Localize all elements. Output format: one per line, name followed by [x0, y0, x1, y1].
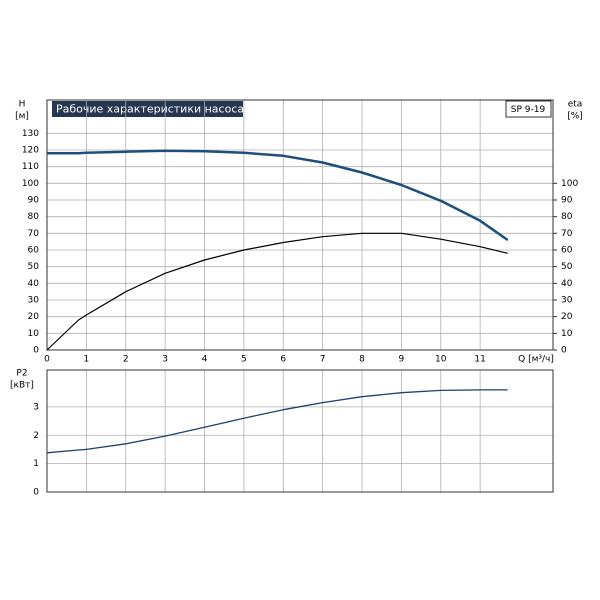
x-tick-label: 4: [202, 355, 208, 365]
x-tick-label: 5: [241, 355, 247, 365]
y-tick-label: 90: [28, 196, 40, 206]
y2-tick-label: 20: [561, 312, 573, 322]
y-tick-label: 110: [22, 162, 39, 172]
x-tick-label: 10: [435, 355, 447, 365]
y-label: H: [19, 100, 26, 110]
y2-tick-label: 100: [561, 179, 578, 189]
x-tick-label: 0: [44, 355, 50, 365]
plot-frame: [46, 99, 554, 351]
y-tick-label: 20: [28, 312, 40, 322]
series-line: [46, 232, 508, 351]
series-line: [46, 389, 508, 454]
x-tick-label: 11: [474, 355, 485, 365]
x-tick-label: 8: [359, 355, 365, 365]
y-tick-label: 40: [28, 279, 40, 289]
y-tick-label: 80: [28, 212, 40, 222]
y-tick-label: 60: [28, 246, 40, 256]
y-tick-label: 120: [22, 146, 39, 156]
y2-tick-label: 40: [561, 279, 573, 289]
y-unit: [кВт]: [10, 381, 34, 391]
x-label: Q [м³/ч]: [518, 355, 554, 365]
y-tick-label: 2: [33, 431, 39, 441]
y2-unit: [%]: [567, 112, 583, 122]
model-label: SP 9-19: [511, 105, 546, 115]
y-tick-label: 100: [22, 179, 39, 189]
y2-label: eta: [568, 100, 583, 110]
y2-tick-label: 90: [561, 196, 573, 206]
series-line: [47, 149, 509, 242]
y2-tick-label: 10: [561, 329, 573, 339]
y-tick-label: 0: [33, 346, 39, 356]
x-tick-label: 9: [399, 355, 405, 365]
y-tick-label: 130: [22, 129, 39, 139]
y-tick-label: 70: [28, 229, 40, 239]
y-label: P2: [16, 369, 27, 379]
y2-tick-label: 60: [561, 246, 573, 256]
x-tick-label: 3: [162, 355, 168, 365]
y-unit: [м]: [15, 112, 29, 122]
model-box: [505, 100, 552, 118]
x-tick-label: 7: [320, 355, 326, 365]
y-tick-label: 1: [33, 459, 39, 469]
chart-title: Рабочие характеристики насоса: [56, 103, 244, 116]
title-box: [52, 101, 243, 117]
x-tick-label: 6: [280, 355, 286, 365]
y-tick-label: 10: [28, 329, 40, 339]
y-tick-label: 50: [28, 262, 40, 272]
y2-tick-label: 50: [561, 262, 573, 272]
y2-tick-label: 30: [561, 296, 573, 306]
plot-frame: [46, 369, 554, 493]
x-tick-label: 2: [123, 355, 129, 365]
y-tick-label: 0: [33, 488, 39, 498]
y-tick-label: 3: [33, 402, 39, 412]
y2-tick-label: 70: [561, 229, 573, 239]
y2-tick-label: 80: [561, 212, 573, 222]
y2-tick-label: 0: [561, 346, 567, 356]
x-tick-label: 1: [84, 355, 90, 365]
y-tick-label: 30: [28, 296, 40, 306]
